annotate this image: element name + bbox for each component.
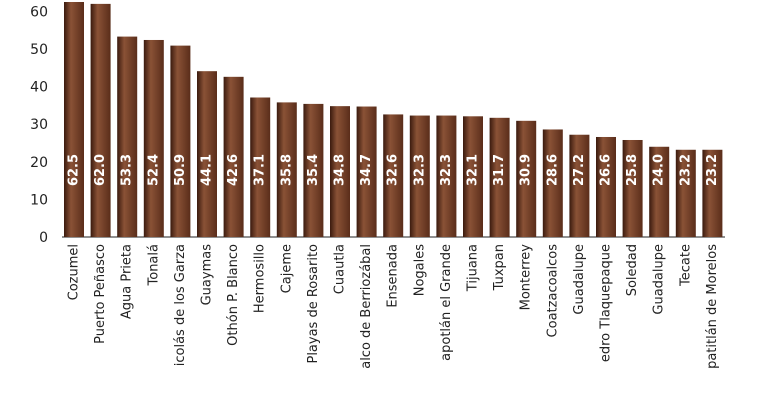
category-label: apotlán el Grande <box>439 244 454 361</box>
category-label: Soledad <box>625 244 640 296</box>
bar-value-label: 52.4 <box>146 154 161 186</box>
bar <box>383 114 404 237</box>
category-label: Cozumel <box>67 244 82 300</box>
bar <box>197 71 217 238</box>
bar <box>649 146 670 237</box>
y-tick-label: 20 <box>30 155 48 171</box>
y-tick-label: 10 <box>30 192 48 208</box>
bar-value-label: 34.7 <box>359 154 374 186</box>
category-label: Tuxpan <box>492 244 507 291</box>
y-tick-label: 30 <box>30 117 48 133</box>
bar-value-label: 35.8 <box>279 154 294 186</box>
category-label: Monterrey <box>519 244 534 311</box>
bar <box>569 134 590 237</box>
category-label: Coatzacoalcos <box>545 244 560 338</box>
bar-value-label: 53.3 <box>120 154 135 186</box>
bar-value-label: 62.5 <box>67 154 82 186</box>
bars <box>64 2 723 238</box>
y-tick-label: 60 <box>30 4 48 20</box>
bar-value-label: 23.2 <box>705 154 720 186</box>
category-label: Ensenada <box>386 244 401 308</box>
bar <box>542 129 563 237</box>
bar <box>675 149 696 237</box>
category-label: alco de Berriozábal <box>359 244 374 369</box>
bar <box>516 120 537 237</box>
bar-value-label: 44.1 <box>200 154 215 186</box>
bar <box>223 76 244 237</box>
bar-value-label: 32.1 <box>466 154 481 186</box>
category-label: Hermosillo <box>253 244 268 313</box>
category-label: Playas de Rosarito <box>306 244 321 364</box>
bar-value-label: 34.8 <box>333 154 348 186</box>
bar <box>64 2 84 237</box>
bar-value-label: 32.3 <box>412 154 427 186</box>
bar-value-label: 37.1 <box>253 154 268 186</box>
bar <box>436 115 457 237</box>
bar <box>702 149 723 237</box>
category-label: Cajeme <box>279 244 294 293</box>
bar <box>356 106 377 237</box>
bar <box>276 102 297 237</box>
bar <box>143 39 164 238</box>
category-label: icolás de los Garza <box>173 244 188 366</box>
bar-value-label: 23.2 <box>678 154 693 186</box>
bar <box>596 136 616 237</box>
category-label: Cuautla <box>333 244 348 294</box>
category-label: Puerto Peñasco <box>93 244 108 344</box>
category-labels: Cozumel Puerto Peñasco Agua Prieta Tonalá ic… <box>67 244 720 369</box>
bar-value-label: 31.7 <box>492 154 507 186</box>
bar-value-label: 42.6 <box>226 154 241 186</box>
category-label: Othón P. Blanco <box>226 244 241 346</box>
category-label: edro Tlaquepaque <box>599 244 614 362</box>
bar <box>409 115 430 237</box>
y-tick-label: 40 <box>30 80 48 96</box>
bar-value-label: 62.0 <box>93 154 108 186</box>
y-tick-label: 50 <box>30 42 48 58</box>
bar <box>170 45 191 238</box>
bar-value-label: 32.3 <box>439 154 454 186</box>
bar <box>90 3 111 237</box>
bar <box>117 36 138 238</box>
category-label: Guadalupe <box>572 244 587 315</box>
category-label: patitlán de Morelos <box>705 244 720 369</box>
y-tick-label: 0 <box>39 230 48 246</box>
y-axis-ticks: 0 10 20 30 40 50 60 <box>30 4 48 246</box>
bar-value-label: 25.8 <box>625 154 640 186</box>
category-label: Tonalá <box>146 244 161 286</box>
bar-value-label: 32.6 <box>386 154 401 186</box>
category-label: Agua Prieta <box>120 244 135 319</box>
bar-value-label: 35.4 <box>306 154 321 186</box>
bar <box>622 139 643 237</box>
bar <box>330 106 350 237</box>
bar-value-label: 50.9 <box>173 154 188 186</box>
category-label: Guadalupe <box>652 244 667 315</box>
category-label: Tijuana <box>466 244 481 292</box>
category-label: Guaymas <box>200 244 215 306</box>
bar-value-label: 28.6 <box>545 154 560 186</box>
bar <box>463 116 483 237</box>
bar-value-label: 30.9 <box>519 154 534 186</box>
bar-value-label: 26.6 <box>599 154 614 186</box>
category-label: Tecate <box>678 244 693 287</box>
bar <box>489 117 510 237</box>
bar <box>250 97 271 237</box>
bar <box>303 103 324 238</box>
value-labels: 62.5 62.0 53.3 52.4 50.9 44.1 42.6 37.1 35.8 35.4… <box>67 154 720 186</box>
bar-value-label: 24.0 <box>652 154 667 186</box>
category-label: Nogales <box>412 244 427 297</box>
bar-value-label: 27.2 <box>572 154 587 186</box>
